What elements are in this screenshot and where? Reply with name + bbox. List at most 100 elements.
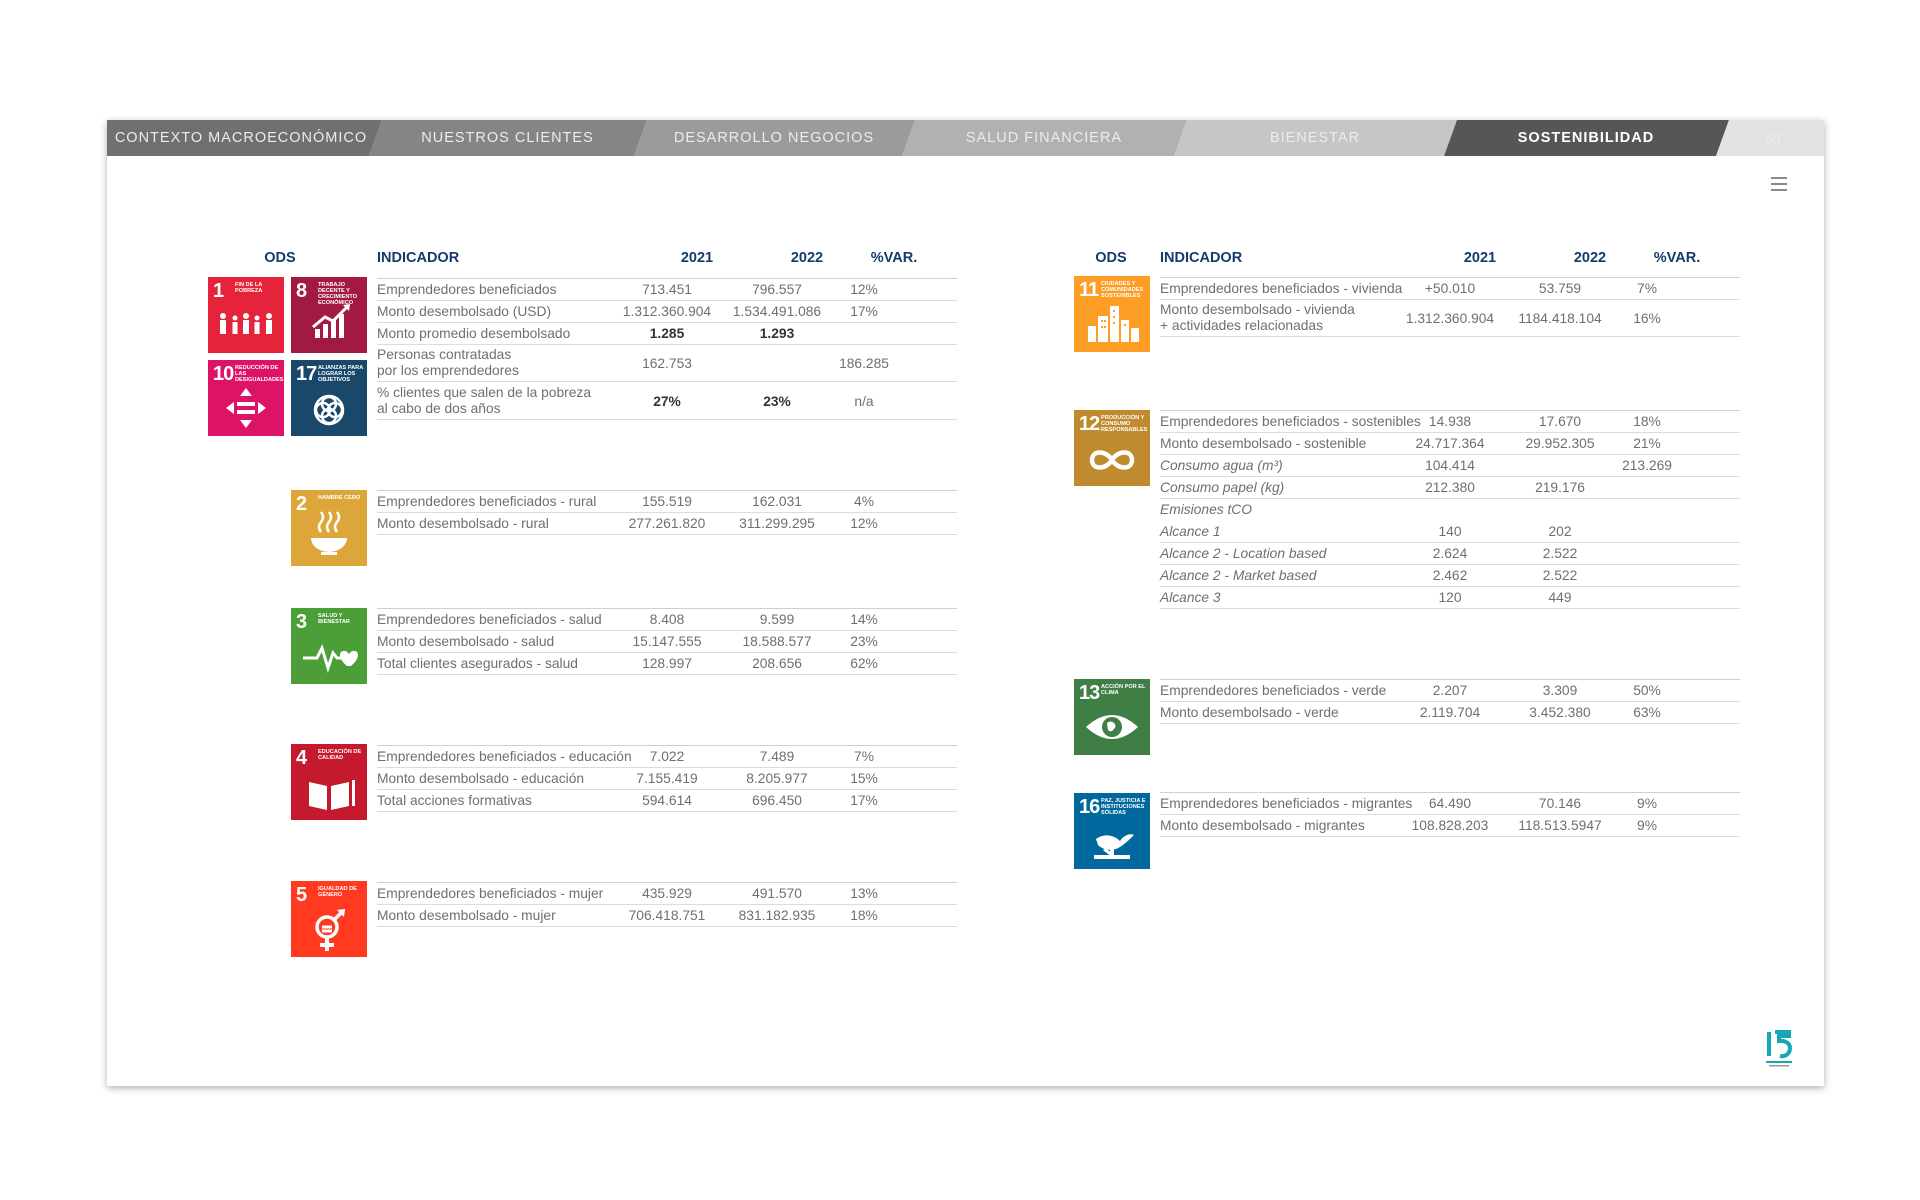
indicator-label: Monto desembolsado - rural — [377, 516, 549, 531]
heartbeat-icon — [303, 643, 358, 673]
header-2022-right: 2022 — [1573, 250, 1607, 266]
indicator-label: Emprendedores beneficiados - vivienda — [1160, 281, 1403, 296]
indicator-label-line1: % clientes que salen de la pobreza — [377, 385, 591, 400]
value-y2022: 796.557 — [752, 282, 802, 297]
value-y2021: 104.414 — [1425, 458, 1475, 473]
table-row: Monto desembolsado (USD) 1.312.360.904 1.5… — [377, 301, 957, 323]
tab-nuestros-clientes[interactable]: NUESTROS CLIENTES — [421, 130, 594, 146]
value-y2022: 23% — [763, 394, 791, 409]
indicator-label: Emprendedores beneficiados - salud — [377, 612, 602, 627]
indicator-label: Monto desembolsado - salud — [377, 634, 555, 649]
indicator-label: Alcance 3 — [1160, 590, 1221, 605]
tab-shape-salud[interactable] — [902, 120, 1187, 156]
value-y2021: 2.207 — [1432, 683, 1468, 698]
value-y2022: 162.031 — [752, 494, 802, 509]
indicator-label: Consumo papel (kg) — [1160, 480, 1285, 495]
tab-sostenibilidad[interactable]: SOSTENIBILIDAD — [1517, 130, 1655, 146]
rule-group-migrantes — [1160, 792, 1740, 793]
rule-group-educacion — [377, 745, 957, 746]
section-tab-bar: CONTEXTO MACROECONÓMICO NUESTROS CLIENTE… — [107, 120, 1824, 156]
header-indicador-right: INDICADOR — [1160, 250, 1243, 266]
value-y2021: 7.022 — [649, 749, 685, 764]
tab-desarrollo-negocios[interactable]: DESARROLLO NEGOCIOS — [673, 130, 875, 146]
value-var: 213.269 — [1622, 458, 1672, 473]
table-row: Emprendedores beneficiados - rural 155.51… — [377, 491, 957, 513]
value-y2022: 3.309 — [1542, 683, 1578, 698]
table-row: Alcance 2 - Market based 2.462 2.522 — [1160, 565, 1740, 587]
indicator-label-line1: Personas contratadas — [377, 347, 512, 362]
value-y2022: 449 — [1548, 590, 1572, 605]
value-var: 18% — [850, 908, 878, 923]
value-y2021: 212.380 — [1425, 480, 1475, 495]
indicator-label-line1: Monto desembolsado - vivienda — [1160, 302, 1355, 317]
value-var: 17% — [850, 304, 878, 319]
tab-shape-contexto[interactable] — [107, 120, 382, 156]
header-var-left: %VAR. — [870, 250, 918, 266]
report-page: CONTEXTO MACROECONÓMICO NUESTROS CLIENTE… — [107, 120, 1824, 1086]
page-number: 60 — [1765, 130, 1781, 146]
value-y2022: 2.522 — [1542, 568, 1578, 583]
family-icon — [220, 313, 272, 334]
value-y2022: 491.570 — [752, 886, 802, 901]
value-y2021: 594.614 — [642, 793, 692, 808]
table-row: Consumo papel (kg) 212.380 219.176 — [1160, 477, 1740, 499]
city-icon — [1088, 306, 1139, 342]
value-y2022: 29.952.305 — [1525, 436, 1595, 451]
hamburger-icon[interactable] — [1771, 177, 1787, 191]
tab-bienestar[interactable]: BIENESTAR — [1269, 130, 1361, 146]
tab-contexto-macroeconomico[interactable]: CONTEXTO MACROECONÓMICO — [114, 130, 368, 146]
value-var: 12% — [850, 516, 878, 531]
value-var: 16% — [1633, 311, 1661, 326]
tab-shape-sostenibilidad[interactable] — [1444, 120, 1729, 156]
table-row: Monto desembolsado - mujer 706.418.751 831… — [377, 905, 957, 927]
value-y2021: 27% — [653, 394, 681, 409]
table-row: Total clientes asegurados - salud 128.997… — [377, 653, 957, 675]
bowl-icon — [311, 511, 347, 555]
tab-shape-desarrollo[interactable] — [634, 120, 915, 156]
table-row: Monto desembolsado - rural 277.261.820 311… — [377, 513, 957, 535]
table-top-rule-right — [1160, 277, 1740, 278]
partnership-icon — [313, 394, 345, 426]
value-var: 62% — [850, 656, 878, 671]
value-var: 4% — [854, 494, 874, 509]
tab-shape-clientes[interactable] — [369, 120, 647, 156]
indicator-label: Emprendedores beneficiados - rural — [377, 494, 597, 509]
tab-salud-financiera[interactable]: SALUD FINANCIERA — [965, 130, 1123, 146]
value-y2022: 7.489 — [759, 749, 795, 764]
table-row: Emprendedores beneficiados - migrantes 64… — [1160, 793, 1740, 815]
indicator-label: Monto desembolsado - vivienda + actividad… — [1160, 302, 1355, 334]
value-y2022: 1.293 — [759, 326, 795, 341]
value-y2021: 2.462 — [1432, 568, 1468, 583]
value-y2021: 24.717.364 — [1415, 436, 1485, 451]
gender-icon — [315, 909, 345, 951]
value-var: 186.285 — [839, 356, 889, 371]
value-var: 13% — [850, 886, 878, 901]
sdg-16-tile: 16 PAZ, JUSTICIA E INSTITUCIONES SÓLIDAS — [1074, 793, 1150, 869]
table-row: Emisiones tCO — [1160, 499, 1740, 521]
anniversary-15-logo — [1766, 1030, 1793, 1067]
value-var: 18% — [1633, 414, 1661, 429]
value-y2022: 2.522 — [1542, 546, 1578, 561]
rule-group-rural — [377, 490, 957, 491]
table-row: Alcance 1 140 202 — [1160, 521, 1740, 543]
value-y2021: 277.261.820 — [628, 516, 706, 531]
value-y2022: 696.450 — [752, 793, 802, 808]
table-row: Monto desembolsado - educación 7.155.419 8… — [377, 768, 957, 790]
value-y2021: 140 — [1438, 524, 1462, 539]
rule-group-salud — [377, 608, 957, 609]
value-y2021: 713.451 — [642, 282, 692, 297]
indicator-label: Emprendedores beneficiados - sostenibles — [1160, 414, 1421, 429]
value-y2021: 2.624 — [1432, 546, 1468, 561]
indicator-label: Monto desembolsado - educación — [377, 771, 585, 786]
tab-shape-bienestar[interactable] — [1174, 120, 1457, 156]
value-var: 9% — [1637, 818, 1657, 833]
value-y2022: 1.534.491.086 — [732, 304, 822, 319]
rule-group-verde — [1160, 679, 1740, 680]
value-var: 21% — [1633, 436, 1661, 451]
sdg-13-tile: 13 ACCIÓN POR EL CLIMA — [1074, 679, 1150, 755]
indicator-label: Emprendedores beneficiados — [377, 282, 557, 297]
value-y2021: 64.490 — [1428, 796, 1472, 811]
value-y2022: 1184.418.104 — [1518, 311, 1602, 326]
growth-chart-icon — [312, 304, 350, 338]
value-y2022: 118.513.5947 — [1518, 818, 1602, 833]
